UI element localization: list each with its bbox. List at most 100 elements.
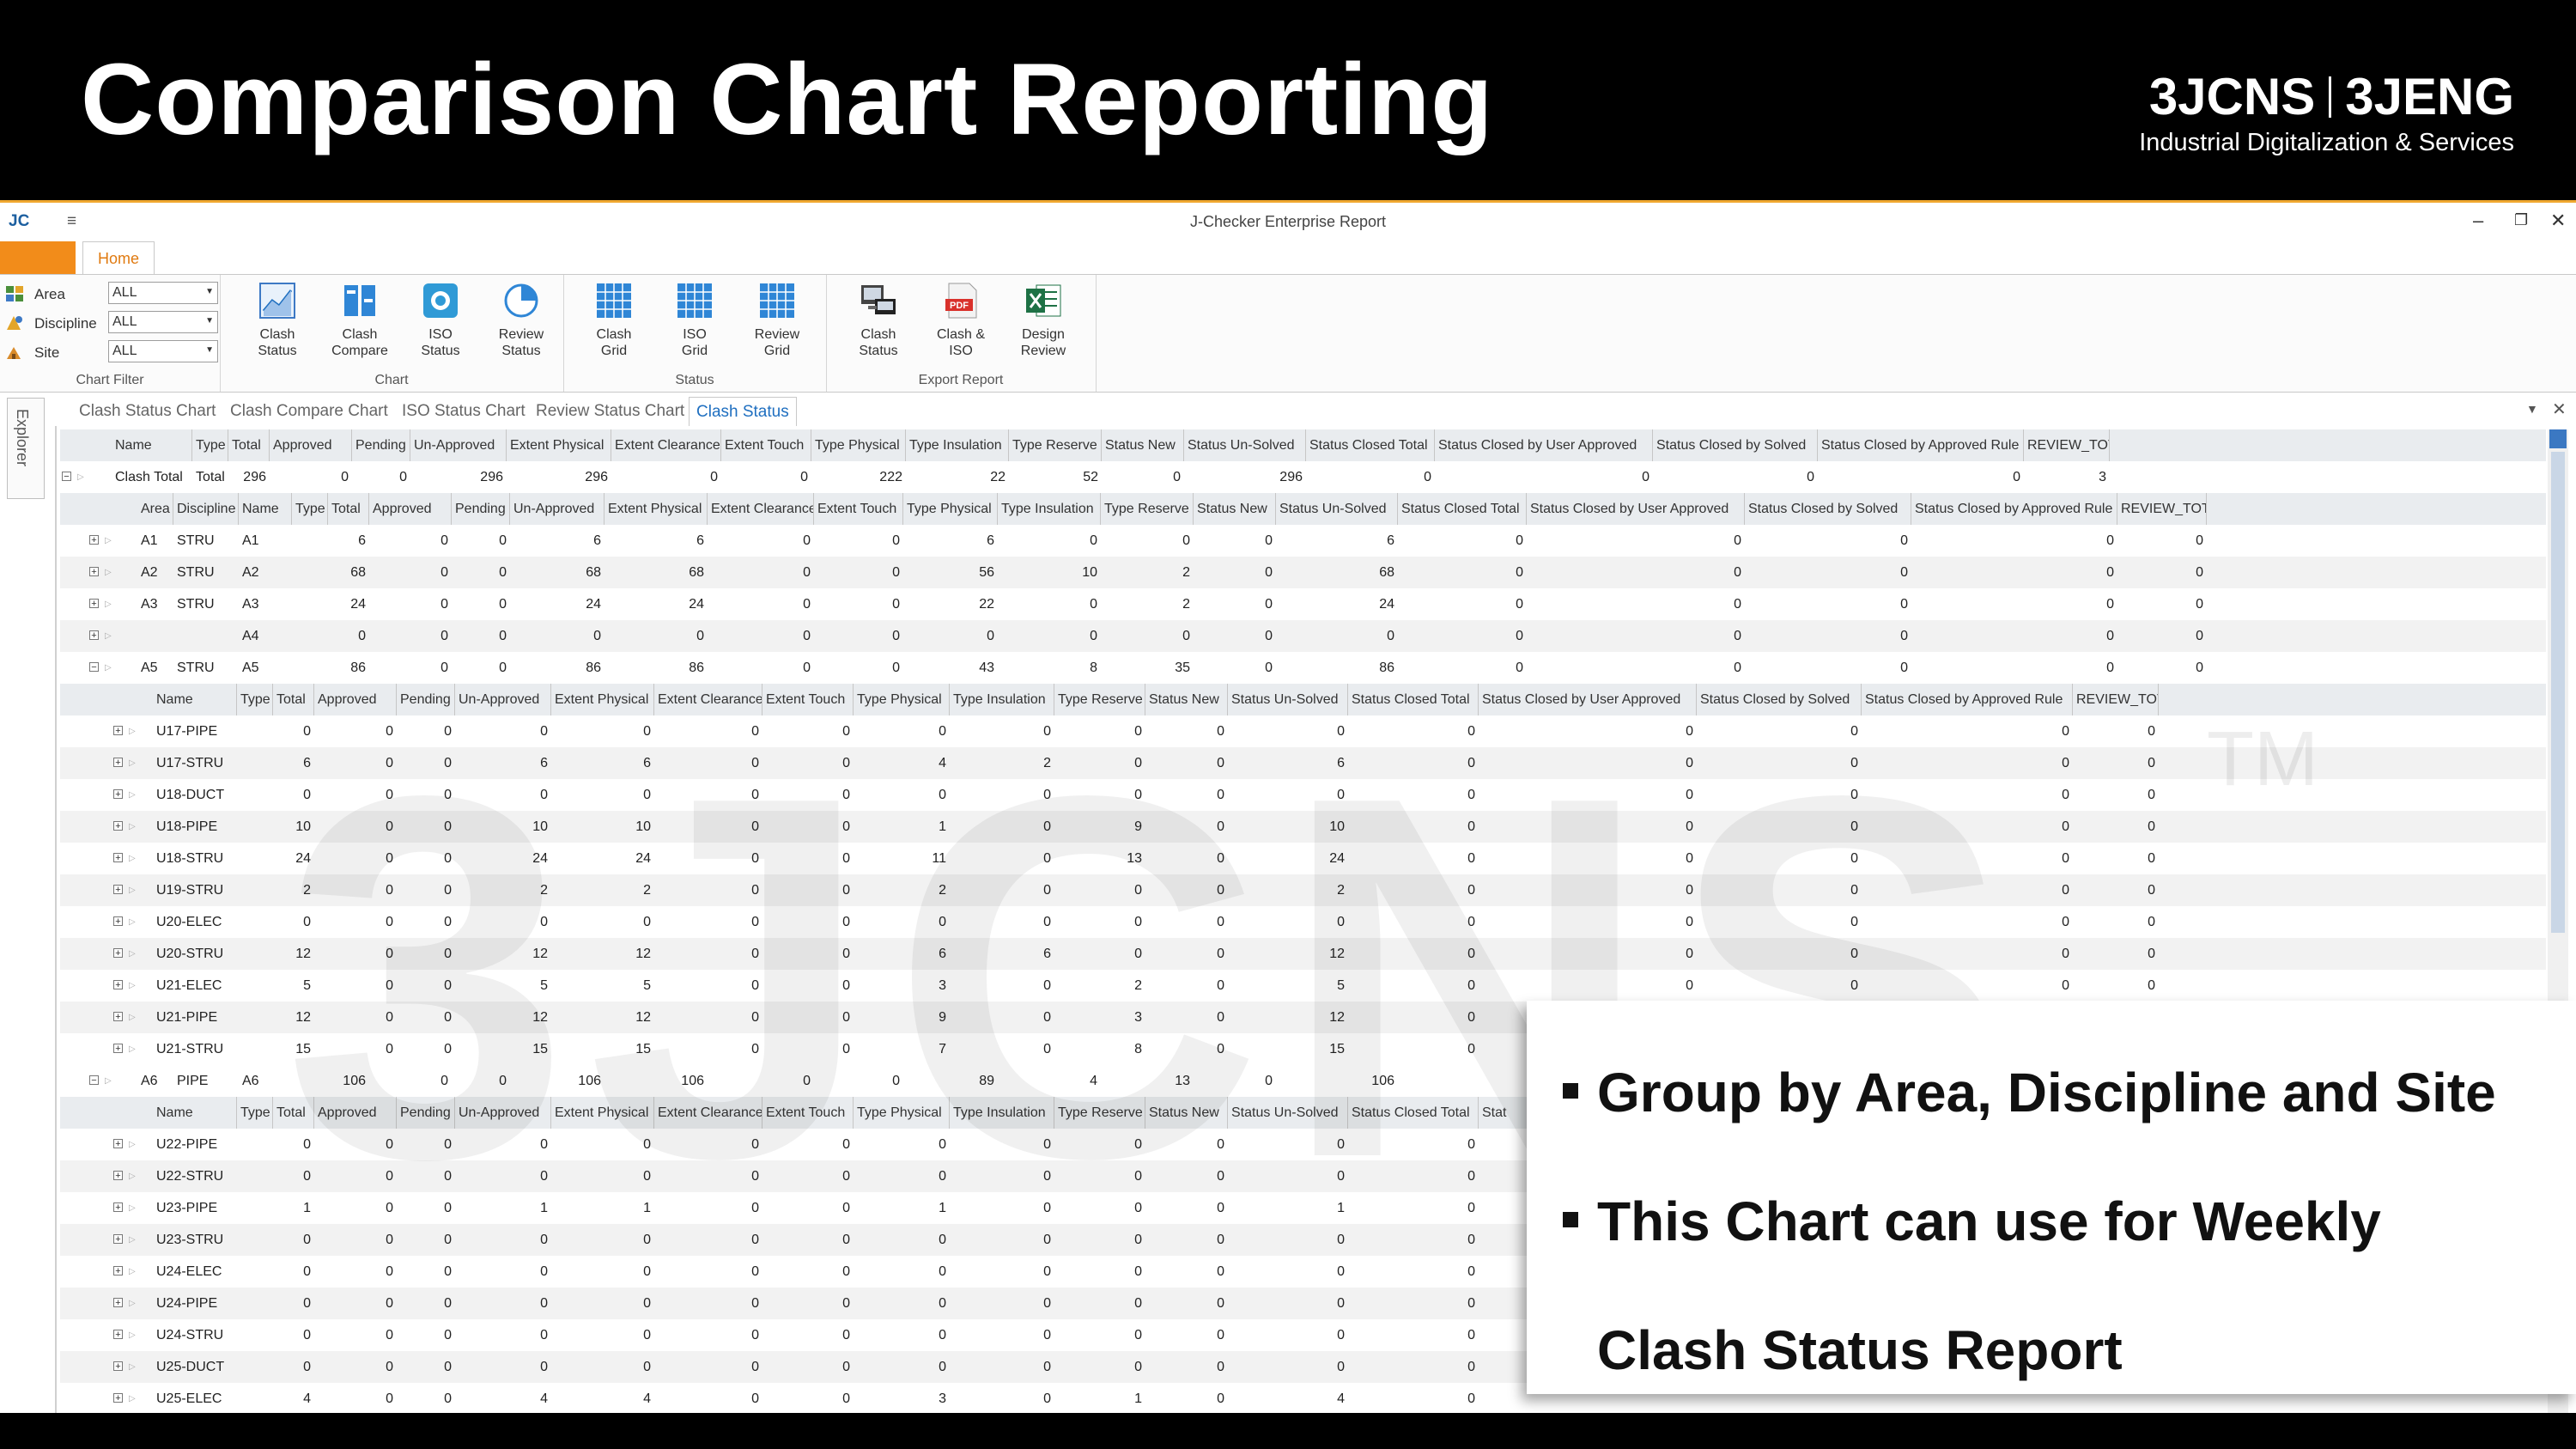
scroll-thumb[interactable] (2551, 452, 2565, 933)
column-header[interactable]: Name (153, 684, 237, 715)
tab-clash-status-chart[interactable]: Clash Status Chart (79, 402, 216, 420)
column-header[interactable]: Total (228, 429, 270, 461)
expand-icon[interactable]: + (113, 1234, 123, 1245)
expand-icon[interactable]: + (89, 535, 99, 545)
column-header[interactable]: Status Un-Solved (1184, 429, 1306, 461)
unit-row[interactable]: + ▷ U23-PIPE 1 0 0 1 1 0 0 1 0 0 0 1 0 (60, 1192, 2546, 1224)
close-icon[interactable]: ✕ (2550, 210, 2567, 231)
clash-status-chart-button[interactable]: Clash Status (239, 282, 316, 359)
explorer-panel-tab[interactable]: Explorer (7, 398, 45, 499)
column-header[interactable]: Total (273, 684, 314, 715)
column-header[interactable]: REVIEW_TOT (2073, 684, 2159, 715)
review-status-chart-button[interactable]: Review Status (483, 282, 560, 359)
column-header[interactable]: Status Closed by Approved Rule (1862, 684, 2073, 715)
site-combo[interactable]: ALL ▼ (108, 340, 218, 362)
unit-row[interactable]: + ▷ U18-PIPE 10 0 0 10 10 0 0 1 0 9 0 10 0 0 0 0 0 (60, 811, 2546, 843)
area-row[interactable]: − ▷ A5 STRU A5 86 0 0 86 86 0 0 43 8 35 0 86 0 0 0 0 0 (60, 652, 2546, 684)
column-header[interactable]: Extent Touch (762, 684, 854, 715)
chevron-down-icon[interactable]: ▼ (205, 287, 214, 296)
tab-clash-status[interactable]: Clash Status (689, 397, 797, 426)
discipline-combo[interactable]: ALL ▼ (108, 311, 218, 333)
column-header[interactable]: Discipline (173, 493, 239, 525)
column-header[interactable]: Status Closed by Solved (1653, 429, 1818, 461)
column-header[interactable]: Status Un-Solved (1276, 493, 1398, 525)
column-header[interactable]: Extent Touch (721, 429, 811, 461)
column-header[interactable]: Type Insulation (950, 1097, 1054, 1129)
unit-row[interactable]: + ▷ U24-ELEC 0 0 0 0 0 0 0 0 0 0 0 0 0 (60, 1256, 2546, 1288)
collapse-icon[interactable]: − (62, 472, 71, 482)
iso-status-chart-button[interactable]: ISO Status (402, 282, 479, 359)
expand-icon[interactable]: + (113, 1298, 123, 1308)
unit-row[interactable]: + ▷ U18-DUCT 0 0 0 0 0 0 0 0 0 0 0 0 0 0 0 0 0 (60, 779, 2546, 811)
column-header[interactable]: Type (237, 684, 273, 715)
expand-icon[interactable]: + (113, 1202, 123, 1213)
area-combo[interactable]: ALL ▼ (108, 282, 218, 304)
column-header[interactable]: Pending (397, 684, 455, 715)
expand-icon[interactable]: + (89, 599, 99, 609)
column-header[interactable]: Total (273, 1097, 314, 1129)
column-header[interactable]: Name (112, 429, 192, 461)
column-header[interactable]: Status Un-Solved (1228, 1097, 1348, 1129)
expand-icon[interactable]: + (113, 1330, 123, 1340)
expand-icon[interactable]: + (113, 1012, 123, 1022)
column-header[interactable]: Extent Physical (605, 493, 708, 525)
expand-icon[interactable]: + (113, 821, 123, 831)
collapse-icon[interactable]: − (89, 1075, 99, 1086)
chevron-down-icon[interactable]: ▼ (205, 316, 214, 326)
column-header[interactable]: Un-Approved (510, 493, 605, 525)
column-header[interactable]: Status Closed Total (1348, 1097, 1479, 1129)
column-header[interactable]: Un-Approved (410, 429, 507, 461)
export-clash-iso-button[interactable]: PDF Clash & ISO (922, 282, 999, 359)
column-header[interactable]: Un-Approved (455, 684, 551, 715)
expand-icon[interactable]: + (113, 1393, 123, 1403)
column-header[interactable]: Extent Clearance (611, 429, 721, 461)
quick-access-menu-icon[interactable]: ≡ (67, 212, 77, 230)
column-header[interactable]: Status Closed by Approved Rule (1911, 493, 2117, 525)
column-header[interactable]: REVIEW_TOT (2024, 429, 2110, 461)
column-header[interactable]: Un-Approved (455, 1097, 551, 1129)
column-header[interactable]: Status New (1145, 1097, 1228, 1129)
column-header[interactable]: Status Closed Total (1348, 684, 1479, 715)
unit-row[interactable]: + ▷ U18-STRU 24 0 0 24 24 0 0 11 0 13 0 24 0 0 0 0 0 (60, 843, 2546, 874)
app-logo-icon[interactable]: JC (9, 212, 30, 230)
unit-row[interactable]: + ▷ U20-ELEC 0 0 0 0 0 0 0 0 0 0 0 0 0 0 0 0 0 (60, 906, 2546, 938)
expand-icon[interactable]: + (113, 980, 123, 990)
column-header[interactable]: Extent Clearance (654, 1097, 762, 1129)
area-row[interactable]: + ▷ A3 STRU A3 24 0 0 24 24 0 0 22 0 2 0 24 0 0 0 0 0 (60, 588, 2546, 620)
expand-icon[interactable]: + (113, 853, 123, 863)
expand-icon[interactable]: + (113, 789, 123, 800)
column-header[interactable]: Name (153, 1097, 237, 1129)
expand-icon[interactable]: + (113, 948, 123, 959)
column-header[interactable]: Type Reserve (1054, 684, 1145, 715)
unit-row[interactable]: + ▷ U22-PIPE 0 0 0 0 0 0 0 0 0 0 0 0 0 (60, 1129, 2546, 1160)
column-header[interactable]: Type (237, 1097, 273, 1129)
column-header[interactable]: Status New (1145, 684, 1228, 715)
column-header[interactable]: Status Closed by User Approved (1435, 429, 1653, 461)
area-row[interactable]: − ▷ A6 PIPE A6 106 0 0 106 106 0 0 89 4 13 0 106 (60, 1065, 2546, 1097)
review-grid-button[interactable]: Review Grid (738, 282, 816, 359)
expand-icon[interactable]: + (113, 1139, 123, 1149)
column-header[interactable]: Type Reserve (1054, 1097, 1145, 1129)
column-header[interactable]: Status Closed by User Approved (1527, 493, 1745, 525)
expand-icon[interactable]: + (113, 1361, 123, 1372)
column-header[interactable]: Extent Physical (551, 1097, 654, 1129)
column-header[interactable]: Pending (397, 1097, 455, 1129)
expand-icon[interactable]: + (113, 758, 123, 768)
column-header[interactable]: Status Closed by Approved Rule (1818, 429, 2024, 461)
column-header[interactable]: Approved (369, 493, 452, 525)
column-header[interactable]: Approved (270, 429, 352, 461)
area-row[interactable]: + ▷ A4 0 0 0 0 0 0 0 0 0 0 0 0 0 0 0 0 0 (60, 620, 2546, 652)
column-header[interactable]: Status Closed by User Approved (1479, 684, 1697, 715)
expand-icon[interactable]: + (113, 726, 123, 736)
expand-icon[interactable]: + (113, 885, 123, 895)
column-header[interactable]: Area (137, 493, 173, 525)
column-header[interactable]: Name (239, 493, 292, 525)
area-row[interactable]: + ▷ A1 STRU A1 6 0 0 6 6 0 0 6 0 0 0 6 0 0 0 0 0 (60, 525, 2546, 557)
expand-icon[interactable]: + (113, 1044, 123, 1054)
tab-dropdown-icon[interactable]: ▼ (2526, 402, 2538, 416)
expand-icon[interactable]: + (113, 1171, 123, 1181)
unit-row[interactable]: + ▷ U24-STRU 0 0 0 0 0 0 0 0 0 0 0 0 0 (60, 1319, 2546, 1351)
column-header[interactable]: Type Insulation (906, 429, 1009, 461)
unit-row[interactable]: + ▷ U17-STRU 6 0 0 6 6 0 0 4 2 0 0 6 0 0 0 0 0 (60, 747, 2546, 779)
column-header[interactable]: REVIEW_TOT (2117, 493, 2207, 525)
